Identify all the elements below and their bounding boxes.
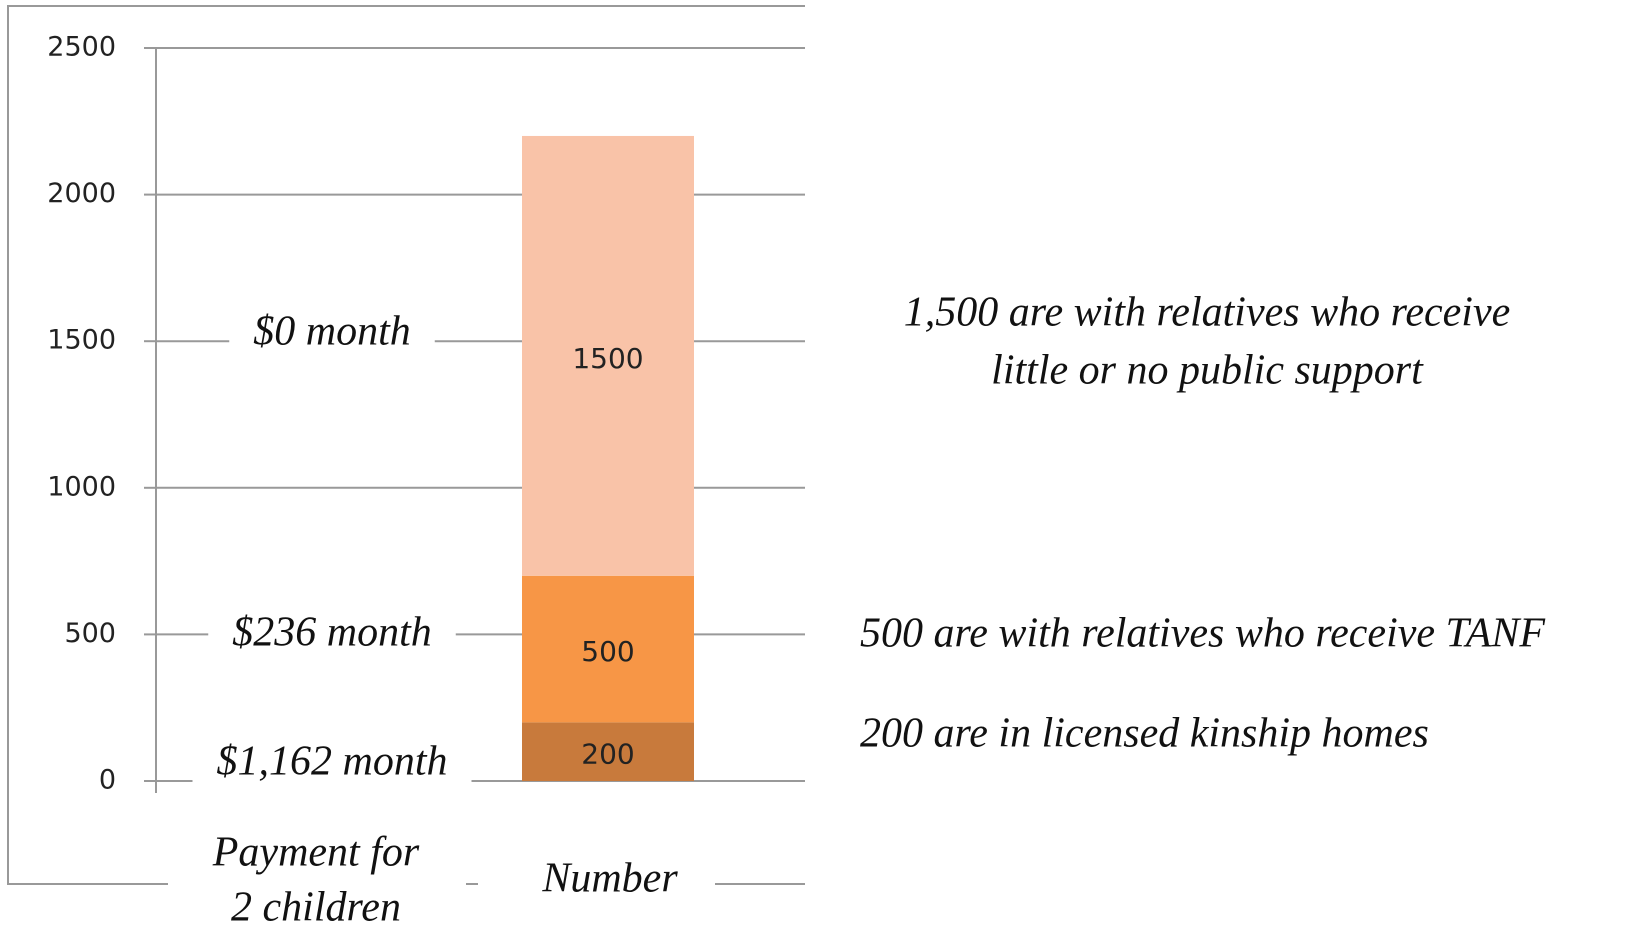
left-annotation: $1,162 month xyxy=(217,739,448,785)
y-tick-label: 500 xyxy=(64,618,116,649)
y-tick-label: 1000 xyxy=(47,471,116,502)
right-annotation: 500 are with relatives who receive TANF xyxy=(860,611,1545,657)
data-label: 500 xyxy=(581,635,634,668)
right-annotation: 200 are in licensed kinship homes xyxy=(860,711,1429,757)
y-tick-label: 2000 xyxy=(47,178,116,209)
bar-segment xyxy=(522,575,694,723)
frame xyxy=(7,5,805,885)
left-annotation: $0 month xyxy=(253,309,411,355)
x-axis-label: 2 children xyxy=(231,885,401,929)
text-background xyxy=(208,609,456,656)
bar-segment xyxy=(522,722,694,781)
x-tick-label: Number xyxy=(541,856,678,902)
left-annotation: $236 month xyxy=(232,610,432,656)
y-tick-label: 0 xyxy=(99,765,116,796)
y-tick-label: 1500 xyxy=(47,325,116,356)
data-label: 200 xyxy=(581,738,634,771)
right-annotation: 1,500 are with relatives who receive xyxy=(904,290,1511,336)
x-axis-label: Payment for xyxy=(212,830,420,876)
right-annotation: little or no public support xyxy=(991,348,1424,394)
y-tick-label: 2500 xyxy=(47,32,116,63)
text-background xyxy=(229,308,435,355)
bar-segment xyxy=(522,135,694,576)
text-background xyxy=(187,829,444,876)
text-background xyxy=(192,738,472,785)
data-label: 1500 xyxy=(572,342,643,375)
text-background xyxy=(207,884,425,929)
